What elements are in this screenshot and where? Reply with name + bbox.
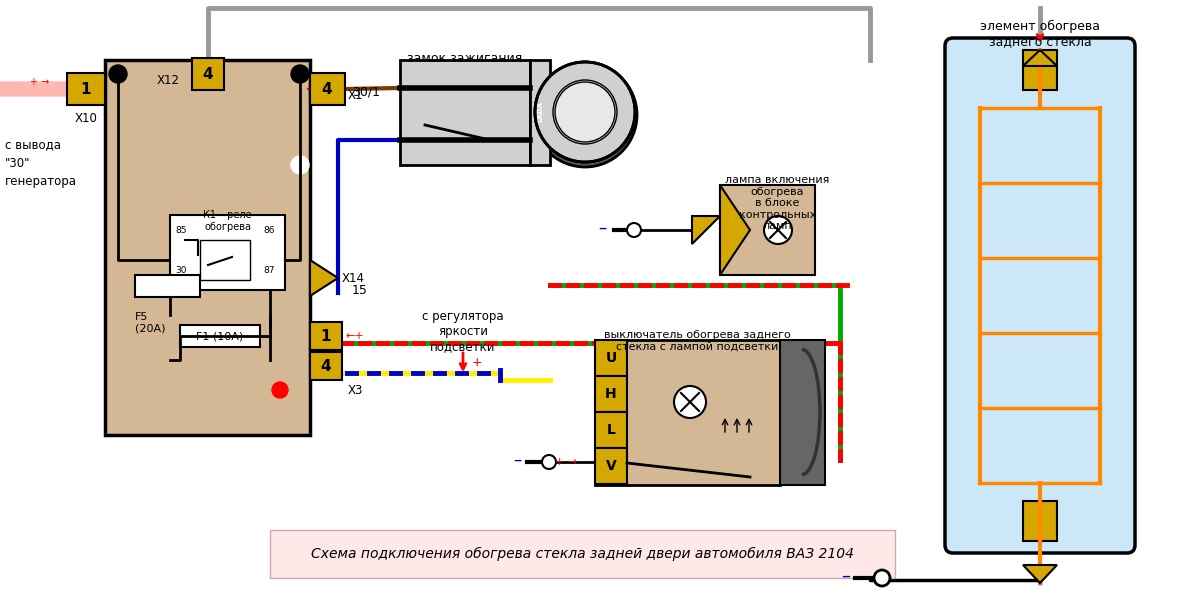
Bar (1023, 501, 1058, 541)
Text: + →: + → (555, 457, 578, 467)
Bar (105, 60, 310, 435)
Text: Х12: Х12 (157, 74, 180, 87)
Text: Х14: Х14 (342, 271, 365, 285)
Bar (531, 60, 549, 165)
Bar (400, 60, 531, 165)
Text: выключатель обогрева заднего
стекла с лампой подсветки: выключатель обогрева заднего стекла с ла… (604, 330, 791, 352)
Bar (595, 448, 627, 484)
Circle shape (291, 65, 309, 83)
Text: V: V (606, 459, 617, 473)
Bar (310, 322, 342, 350)
Text: Х1: Х1 (348, 89, 363, 101)
Text: замок зажигания: замок зажигания (408, 52, 522, 65)
Polygon shape (692, 216, 720, 244)
Text: –: – (599, 219, 607, 237)
Bar (270, 530, 895, 578)
Text: Х10: Х10 (74, 112, 98, 125)
Circle shape (555, 82, 615, 142)
Bar (595, 412, 627, 448)
Circle shape (542, 455, 556, 469)
Text: F5
(20А): F5 (20А) (136, 312, 165, 333)
Circle shape (535, 62, 635, 162)
Text: 86: 86 (263, 226, 275, 234)
Text: элемент обогрева
заднего стекла: элемент обогрева заднего стекла (980, 20, 1100, 48)
Text: 15: 15 (353, 284, 368, 296)
Bar (192, 58, 224, 90)
Circle shape (535, 62, 635, 162)
Polygon shape (720, 185, 750, 275)
Text: 30: 30 (174, 266, 186, 274)
Text: U: U (605, 351, 617, 365)
Polygon shape (1023, 565, 1058, 583)
Text: 1: 1 (321, 328, 331, 344)
Circle shape (874, 570, 890, 586)
Text: 87: 87 (263, 266, 275, 274)
Text: К1 – реле
обогрева: К1 – реле обогрева (203, 210, 252, 232)
Text: –: – (841, 567, 850, 585)
Text: 4: 4 (321, 359, 331, 373)
Text: L: L (606, 423, 615, 437)
Bar (200, 240, 250, 280)
Text: –: – (514, 451, 522, 469)
Text: 30/1: 30/1 (353, 85, 380, 98)
Bar (310, 352, 342, 380)
Text: 85: 85 (174, 226, 186, 234)
Bar (310, 73, 345, 105)
Circle shape (533, 63, 637, 167)
Circle shape (200, 65, 219, 83)
Text: "30": "30" (5, 156, 31, 170)
Text: 4: 4 (322, 82, 332, 97)
Text: Схема подключения обогрева стекла задней двери автомобиля ВАЗ 2104: Схема подключения обогрева стекла задней… (311, 547, 854, 561)
Text: лампа включения
обогрева
в блоке
контрольных
ламп: лампа включения обогрева в блоке контрол… (725, 175, 830, 231)
FancyBboxPatch shape (946, 38, 1135, 553)
Text: F1 (10А): F1 (10А) (197, 331, 244, 341)
Circle shape (108, 65, 127, 83)
Circle shape (674, 386, 706, 418)
Circle shape (553, 80, 617, 144)
Circle shape (764, 216, 792, 244)
Bar (136, 275, 200, 297)
Text: с регулятора
яркости
подсветки: с регулятора яркости подсветки (422, 310, 503, 353)
Text: с вывода: с вывода (5, 138, 61, 151)
Circle shape (291, 156, 309, 174)
Bar (67, 73, 105, 105)
Bar (720, 185, 815, 275)
Text: LADA: LADA (536, 101, 544, 122)
Text: ←+: ←+ (345, 331, 364, 341)
Circle shape (627, 223, 641, 237)
Circle shape (272, 382, 288, 398)
Text: Х3: Х3 (348, 384, 363, 397)
Text: 1: 1 (80, 82, 91, 97)
Bar (180, 325, 261, 347)
Text: H: H (605, 387, 617, 401)
Text: 4: 4 (203, 66, 213, 82)
Text: генератора: генератора (5, 175, 77, 188)
Polygon shape (310, 260, 338, 296)
Text: + →: + → (31, 77, 50, 87)
Bar (595, 340, 780, 485)
FancyArrow shape (0, 82, 67, 96)
Bar (595, 340, 627, 376)
Polygon shape (1023, 50, 1058, 66)
Bar (780, 340, 825, 485)
Bar (1023, 50, 1058, 90)
Bar (170, 215, 285, 290)
Text: +: + (472, 355, 482, 368)
Bar (595, 376, 627, 412)
